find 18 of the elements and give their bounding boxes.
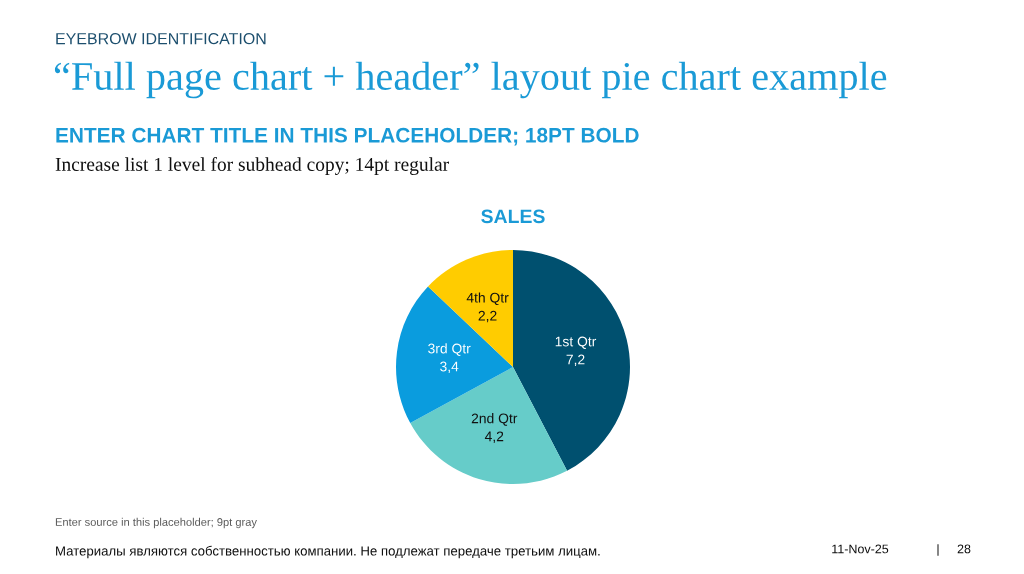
slice-label: 1st Qtr bbox=[555, 336, 597, 349]
slice-label: 4th Qtr bbox=[466, 292, 509, 306]
text: “Full page chart + header” layout pie chart example bbox=[54, 61, 887, 99]
chart-title: SALES bbox=[481, 209, 545, 224]
text: 11-Nov-25 bbox=[832, 544, 889, 554]
text: | bbox=[937, 544, 939, 556]
text: Enter source in this placeholder; 9pt gray bbox=[55, 517, 257, 529]
text: Increase list 1 level for subhead copy; 14pt regular bbox=[55, 157, 449, 175]
text: EYEBROW IDENTIFICATION bbox=[56, 32, 266, 45]
data-label: 4,2 bbox=[484, 431, 504, 443]
data-label: 7,2 bbox=[566, 354, 585, 367]
slice-label: 2nd Qtr bbox=[471, 413, 518, 426]
text: 28 bbox=[957, 544, 971, 554]
data-label: 2,2 bbox=[478, 310, 497, 323]
text: ENTER CHART TITLE IN THIS PLACEHOLDER; 18PT BOLD bbox=[56, 127, 639, 146]
text: Материалы являются собственностью компании. Не подлежат передаче третьим лицам. bbox=[56, 545, 600, 559]
slice-label: 3rd Qtr bbox=[428, 343, 471, 356]
data-label: 3,4 bbox=[440, 361, 459, 374]
